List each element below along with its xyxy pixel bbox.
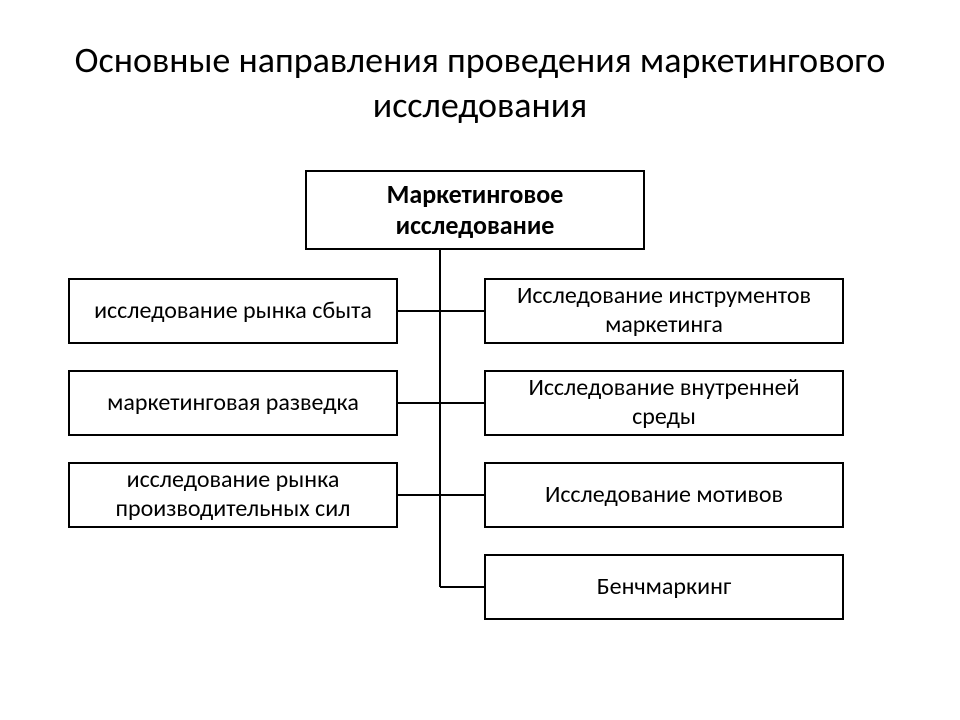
leaf-node-left-1: маркетинговая разведка: [68, 370, 398, 436]
leaf-label: Исследование внутренней среды: [494, 374, 834, 432]
leaf-node-left-0: исследование рынка сбыта: [68, 278, 398, 344]
leaf-label: Бенчмаркинг: [597, 573, 732, 602]
root-node: Маркетинговое исследование: [305, 170, 645, 250]
leaf-label: Исследование мотивов: [545, 481, 783, 510]
page-title: Основные направления проведения маркетин…: [0, 38, 960, 128]
leaf-node-right-1: Исследование внутренней среды: [484, 370, 844, 436]
leaf-label: исследование рынка производительных сил: [78, 466, 388, 524]
leaf-label: Исследование инструментов маркетинга: [494, 282, 834, 340]
leaf-node-right-3: Бенчмаркинг: [484, 554, 844, 620]
leaf-node-right-0: Исследование инструментов маркетинга: [484, 278, 844, 344]
leaf-label: исследование рынка сбыта: [94, 297, 372, 326]
leaf-label: маркетинговая разведка: [107, 389, 359, 418]
leaf-node-right-2: Исследование мотивов: [484, 462, 844, 528]
leaf-node-left-2: исследование рынка производительных сил: [68, 462, 398, 528]
root-node-label: Маркетинговое исследование: [315, 179, 635, 241]
diagram-canvas: Основные направления проведения маркетин…: [0, 0, 960, 720]
